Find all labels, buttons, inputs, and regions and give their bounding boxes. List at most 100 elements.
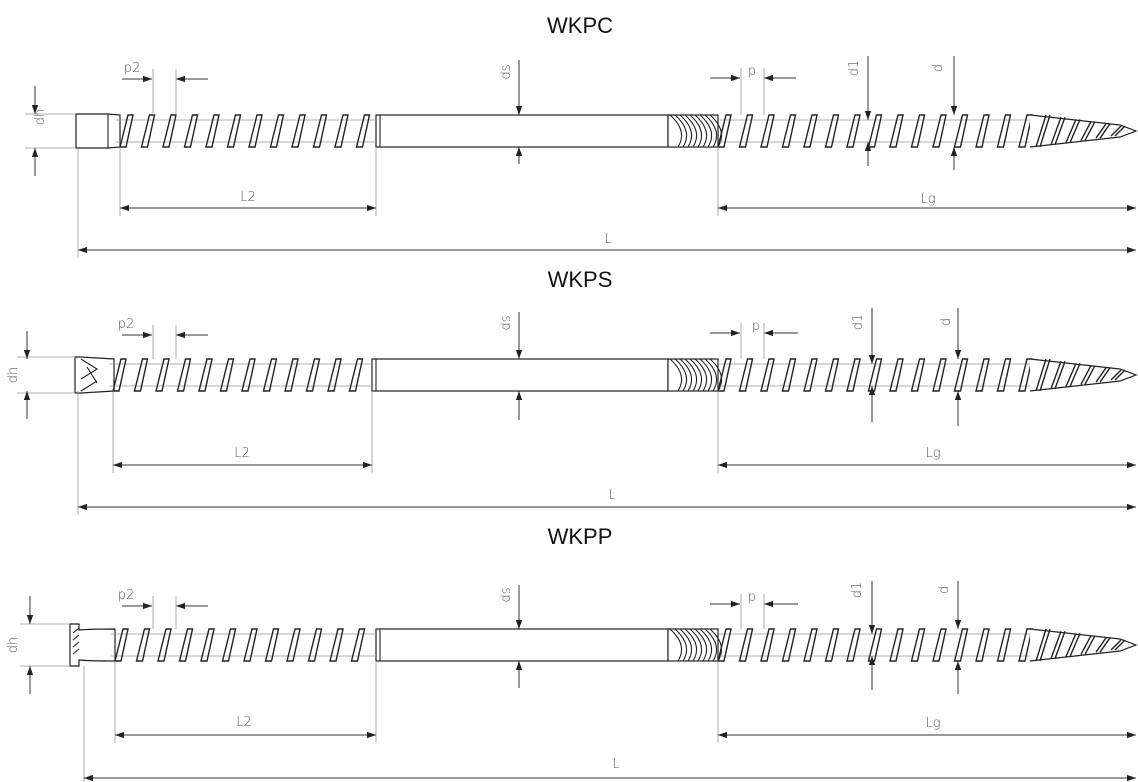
thread-turn bbox=[910, 358, 926, 392]
screw-head bbox=[75, 113, 121, 149]
thread-turn bbox=[760, 114, 775, 148]
thread-turn bbox=[269, 114, 285, 148]
thread-turn bbox=[198, 358, 213, 392]
label-ds: ds bbox=[499, 587, 514, 602]
label-d1: d1 bbox=[850, 582, 865, 599]
thread-turn bbox=[824, 358, 840, 392]
tip-thread bbox=[1065, 119, 1081, 143]
thread-turn bbox=[824, 114, 840, 148]
screw-body bbox=[74, 356, 1138, 394]
thread-turn bbox=[248, 114, 263, 148]
dimension-L2: L2 bbox=[112, 391, 373, 473]
cutter-groove bbox=[669, 114, 683, 148]
tip-thread bbox=[1080, 635, 1096, 655]
label-Lg: Lg bbox=[920, 192, 935, 207]
label-d: d bbox=[931, 64, 946, 72]
cutter-groove bbox=[674, 628, 688, 662]
label-d: d bbox=[937, 586, 952, 594]
tip-thread bbox=[1095, 367, 1111, 383]
label-L: L bbox=[612, 757, 619, 772]
thread-turn bbox=[996, 358, 1012, 392]
cutter-groove bbox=[674, 358, 688, 392]
cutter-groove bbox=[669, 628, 683, 662]
thread-turn bbox=[226, 114, 242, 148]
dimension-Lg: Lg bbox=[717, 391, 1136, 473]
cutter-groove bbox=[679, 114, 693, 148]
dimension-ds: ds bbox=[499, 585, 523, 688]
label-d1: d1 bbox=[847, 60, 862, 77]
tip-thread bbox=[1080, 365, 1096, 385]
cutter-groove bbox=[704, 358, 718, 392]
thread-turn bbox=[889, 114, 904, 148]
dimension-d: d bbox=[937, 581, 962, 694]
thread-turn bbox=[119, 114, 134, 148]
dimension-p2: p2 bbox=[122, 61, 208, 115]
thread-turn bbox=[846, 114, 861, 148]
screw-head bbox=[74, 356, 115, 394]
label-ds: ds bbox=[499, 315, 514, 330]
thread-turn bbox=[200, 628, 215, 662]
screw-wkpc: WKPC dh p2 ds p d1 d L2 Lg L bbox=[25, 13, 1138, 258]
tip-thread bbox=[1050, 630, 1066, 660]
thread-turn bbox=[910, 114, 926, 148]
screw-wkps: WKPS dh p2 ds p d1 d L2 Lg L bbox=[6, 267, 1138, 515]
screw-body bbox=[69, 623, 1138, 667]
smooth-shank bbox=[375, 628, 669, 662]
screw-body bbox=[75, 113, 1138, 149]
thread-turn bbox=[241, 358, 256, 392]
cutter-groove bbox=[699, 114, 713, 148]
thread-turn bbox=[932, 628, 947, 662]
thread-turn bbox=[975, 628, 990, 662]
dimension-d1: d1 bbox=[847, 56, 872, 166]
thread-turn bbox=[219, 358, 235, 392]
thread-turn bbox=[975, 358, 990, 392]
thread-turn bbox=[133, 358, 149, 392]
dimension-dh: dh bbox=[25, 86, 76, 176]
dimension-d: d bbox=[931, 56, 958, 170]
label-L: L bbox=[604, 232, 611, 247]
thread-turn bbox=[205, 114, 220, 148]
thread-turn bbox=[910, 628, 926, 662]
dimension-L2: L2 bbox=[119, 147, 377, 216]
dimension-ds: ds bbox=[499, 60, 523, 164]
dimension-L2: L2 bbox=[114, 661, 377, 743]
tip-thread bbox=[1050, 116, 1066, 146]
dimension-p: p bbox=[710, 319, 798, 359]
tip-thread bbox=[1035, 358, 1051, 392]
thread-turn bbox=[717, 358, 732, 392]
thread-turn bbox=[286, 628, 301, 662]
screw-title: WKPS bbox=[548, 267, 613, 292]
cutter-groove bbox=[694, 114, 708, 148]
thread-turn bbox=[996, 114, 1012, 148]
cutter-groove bbox=[684, 358, 698, 392]
thread-turn bbox=[178, 628, 194, 662]
thread-turn bbox=[155, 358, 170, 392]
dimension-dh: dh bbox=[6, 331, 75, 419]
label-Lg: Lg bbox=[925, 446, 940, 461]
dimension-L: L bbox=[77, 148, 1136, 258]
cutter-groove bbox=[694, 358, 708, 392]
dimension-L: L bbox=[77, 391, 1136, 515]
dimension-p: p bbox=[710, 590, 798, 629]
tip-thread bbox=[1035, 114, 1051, 148]
thread-turn bbox=[738, 358, 754, 392]
screw-wkpp: WKPP dh p2 ds p d1 d L2 Lg L bbox=[6, 524, 1138, 782]
cutter-groove bbox=[674, 114, 688, 148]
dimension-dh: dh bbox=[6, 596, 70, 694]
cutter-groove bbox=[689, 628, 703, 662]
dimension-ds: ds bbox=[499, 312, 523, 420]
thread-turn bbox=[803, 114, 818, 148]
cutter-groove bbox=[699, 628, 713, 662]
cutter-groove bbox=[684, 114, 698, 148]
dimension-Lg: Lg bbox=[717, 661, 1136, 743]
tip-thread bbox=[1035, 628, 1051, 662]
thread-turn bbox=[312, 114, 328, 148]
tip-thread bbox=[1095, 637, 1111, 653]
tip-thread bbox=[1080, 121, 1096, 141]
thread-turn bbox=[846, 358, 861, 392]
thread-turn bbox=[140, 114, 156, 148]
thread-turn bbox=[803, 358, 818, 392]
thread-turn bbox=[889, 358, 904, 392]
thread-turn bbox=[975, 114, 990, 148]
tip-thread bbox=[1065, 633, 1081, 657]
